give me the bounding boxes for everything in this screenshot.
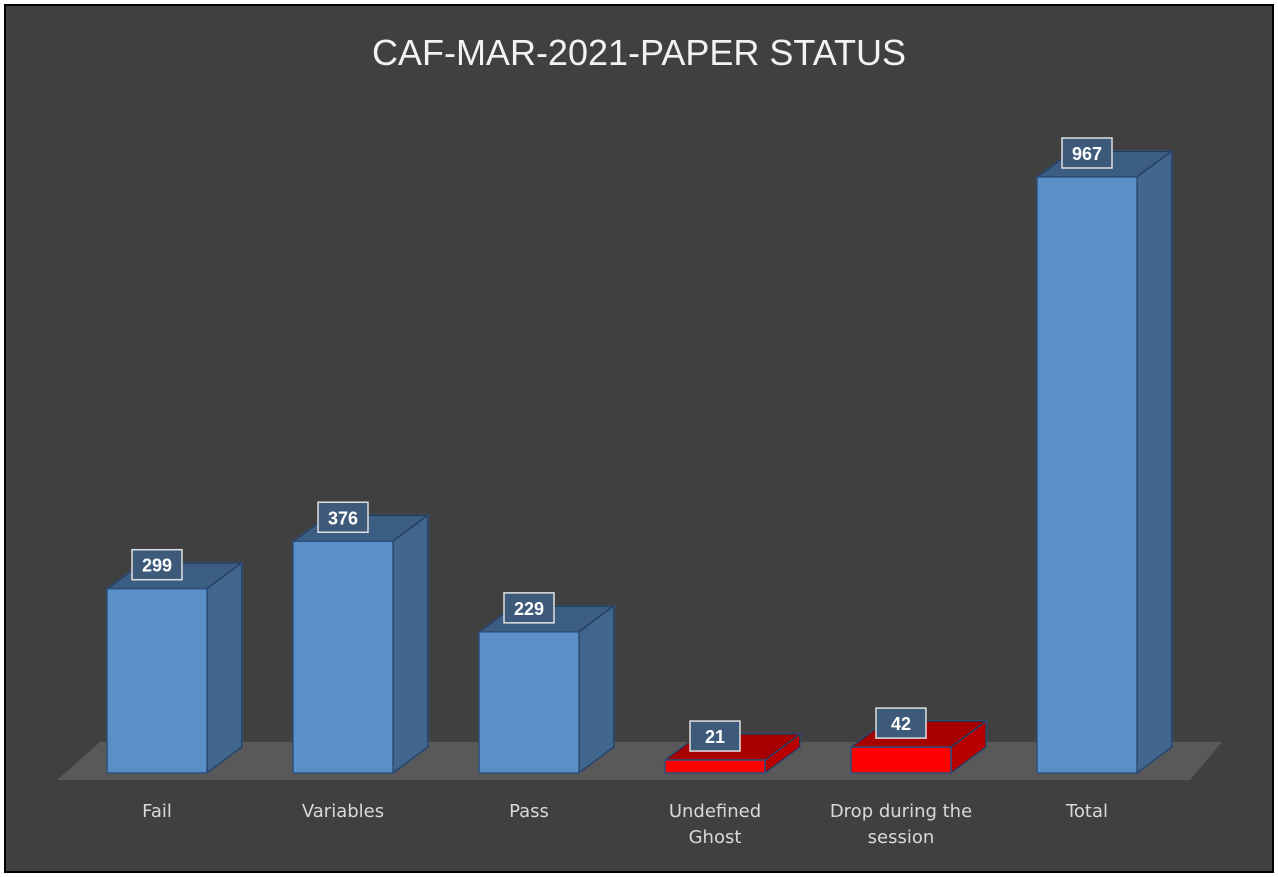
bar-side-shade bbox=[207, 562, 242, 773]
bar-side-shade bbox=[765, 734, 800, 773]
x-tick-label: Variables bbox=[301, 801, 385, 822]
data-label-box bbox=[317, 501, 369, 534]
bar-side-shade bbox=[393, 515, 428, 773]
data-label: 42 bbox=[891, 714, 911, 734]
bar bbox=[476, 604, 617, 775]
x-tick-label: Drop during the session bbox=[829, 801, 973, 848]
data-label: 376 bbox=[328, 508, 358, 528]
x-tick-label: Undefined Ghost bbox=[668, 801, 762, 848]
data-label-box bbox=[1061, 137, 1113, 169]
data-label: 967 bbox=[1072, 144, 1102, 164]
bar-front bbox=[664, 759, 766, 774]
data-label-box bbox=[875, 707, 927, 739]
data-label: 299 bbox=[142, 556, 172, 576]
bar bbox=[1034, 149, 1175, 775]
x-tick-label: Pass bbox=[509, 801, 549, 822]
bar bbox=[104, 561, 245, 775]
data-label-box bbox=[503, 592, 555, 624]
x-tick-label: Total bbox=[1065, 801, 1109, 822]
bar-side-shade bbox=[579, 605, 614, 773]
data-label: 21 bbox=[705, 727, 725, 747]
chart-title: CAF-MAR-2021-PAPER STATUS bbox=[371, 32, 907, 73]
bar-front bbox=[292, 540, 394, 774]
data-label-box bbox=[689, 720, 741, 752]
x-tick-label: Fail bbox=[142, 801, 172, 822]
bar-side-shade bbox=[951, 721, 986, 773]
bar-side-shade bbox=[1137, 151, 1172, 773]
bar-front bbox=[106, 587, 208, 774]
bar-front bbox=[850, 746, 952, 774]
data-label: 229 bbox=[514, 599, 544, 619]
bar-front bbox=[478, 631, 580, 774]
bar-front bbox=[1036, 176, 1138, 774]
data-label-box bbox=[131, 548, 183, 581]
bar bbox=[290, 513, 431, 775]
